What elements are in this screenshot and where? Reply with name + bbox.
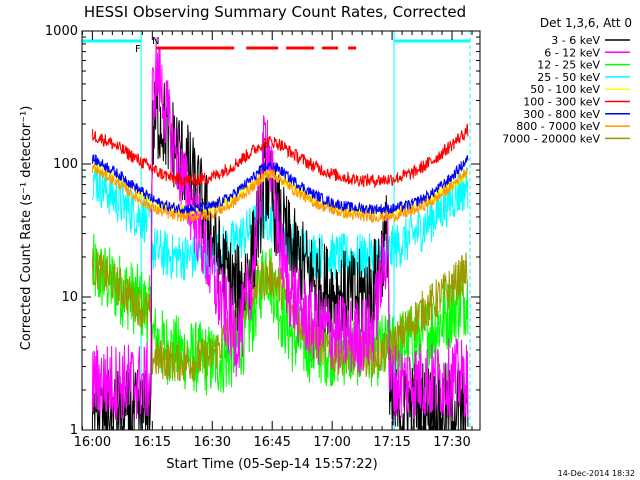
legend-label: 300 - 800 keV xyxy=(523,108,600,121)
series-line-5 xyxy=(91,123,469,189)
legend-label: 7000 - 20000 keV xyxy=(502,132,600,145)
series-line-1 xyxy=(91,37,469,422)
y-tick-label: 1 xyxy=(70,423,78,438)
x-tick-label: 17:15 xyxy=(373,435,410,450)
flag-label-flare: F xyxy=(135,44,141,55)
axis-ticks: 16:00 16:15 16:30 16:45 17:00 17:15 17:30 1 10 10… xyxy=(45,24,481,450)
series-line-7 xyxy=(91,164,469,224)
legend-label: 12 - 25 keV xyxy=(537,59,600,72)
series-line-8 xyxy=(91,248,469,382)
series-line-6 xyxy=(91,153,469,215)
timestamp: 14-Dec-2014 18:32 xyxy=(558,469,635,478)
plot-area: FN xyxy=(82,31,480,431)
chart-title: HESSI Observing Summary Count Rates, Cor… xyxy=(84,3,466,21)
legend-label: 100 - 300 keV xyxy=(523,96,600,109)
flag-label-night: N xyxy=(152,36,159,47)
x-axis-label: Start Time (05-Sep-14 15:57:22) xyxy=(166,457,377,472)
x-tick-label: 16:45 xyxy=(253,435,290,450)
x-tick-label: 16:30 xyxy=(194,435,231,450)
y-tick-label: 10 xyxy=(61,290,78,305)
legend-label: 800 - 7000 keV xyxy=(516,120,600,133)
x-tick-label: 16:00 xyxy=(74,435,111,450)
series-line-2 xyxy=(91,233,469,396)
x-tick-label: 17:00 xyxy=(313,435,350,450)
x-tick-label: 16:15 xyxy=(134,435,171,450)
legend-label: 25 - 50 keV xyxy=(537,71,600,84)
legend-title: Det 1,3,6, Att 0 xyxy=(540,16,632,30)
y-tick-label: 100 xyxy=(53,157,78,172)
axes-frame xyxy=(81,30,481,431)
x-tick-label: 17:30 xyxy=(433,435,470,450)
legend-label: 3 - 6 keV xyxy=(551,34,600,47)
legend-label: 6 - 12 keV xyxy=(544,46,600,59)
legend-label: 50 - 100 keV xyxy=(530,83,600,96)
y-tick-label: 1000 xyxy=(45,24,78,39)
y-axis-label: Corrected Count Rate (s⁻¹ detector⁻¹) xyxy=(19,106,34,351)
